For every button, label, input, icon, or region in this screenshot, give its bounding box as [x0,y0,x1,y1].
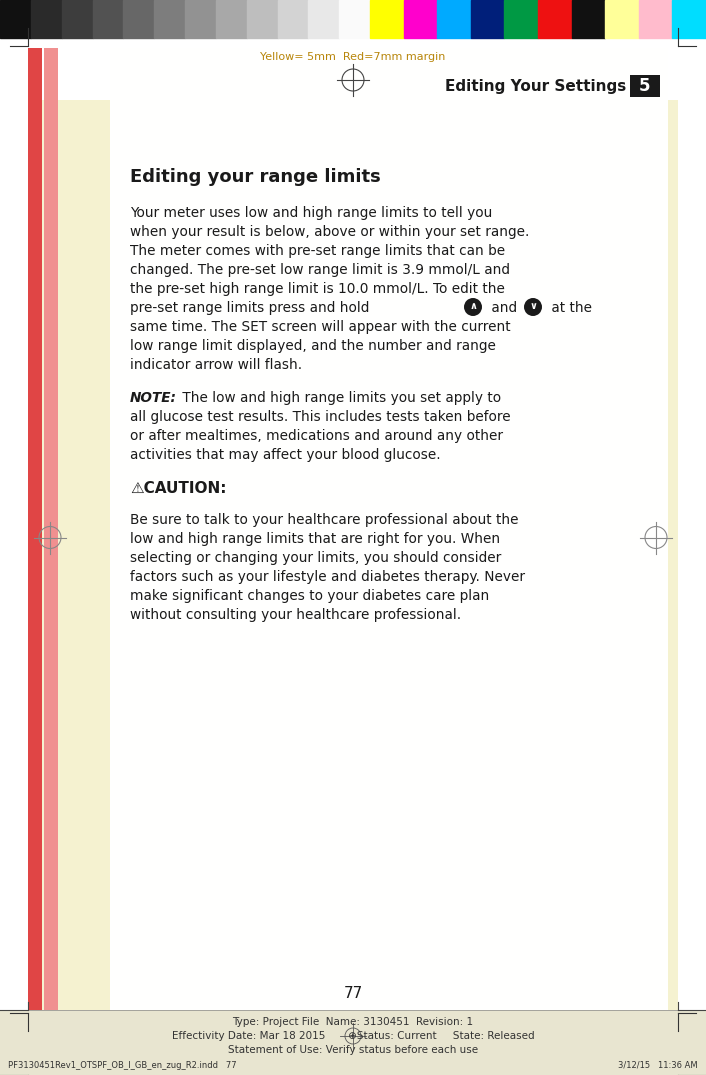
Bar [28,48,42,1013]
Bar [370,0,404,38]
Text: low and high range limits that are right for you. When: low and high range limits that are right… [130,532,500,546]
Bar [309,0,339,38]
Text: without consulting your healthcare professional.: without consulting your healthcare profe… [130,608,461,622]
Text: Type: Project File  Name: 3130451  Revision: 1: Type: Project File Name: 3130451 Revisio… [232,1017,474,1027]
Bar [404,0,437,38]
Text: 5: 5 [639,77,651,95]
Bar [471,0,504,38]
Bar [154,0,185,38]
Text: activities that may affect your blood glucose.: activities that may affect your blood gl… [130,448,441,462]
Text: Be sure to talk to your healthcare professional about the: Be sure to talk to your healthcare profe… [130,513,518,527]
Bar [639,0,672,38]
Circle shape [464,298,482,316]
Text: Editing Your Settings: Editing Your Settings [445,78,626,94]
Bar [185,0,216,38]
Text: or after mealtimes, medications and around any other: or after mealtimes, medications and arou… [130,429,503,443]
Bar [572,0,605,38]
Text: pre-set range limits press and hold: pre-set range limits press and hold [130,301,373,315]
Bar [44,48,58,1013]
Bar [61,0,92,38]
Text: 3/12/15   11:36 AM: 3/12/15 11:36 AM [618,1061,698,1070]
Bar [124,0,154,38]
Text: and: and [487,301,522,315]
Text: selecting or changing your limits, you should consider: selecting or changing your limits, you s… [130,551,501,565]
Circle shape [524,298,542,316]
Text: Statement of Use: Verify status before each use: Statement of Use: Verify status before e… [228,1045,478,1055]
Text: ∨: ∨ [529,301,537,311]
Bar [339,0,370,38]
Bar [538,0,572,38]
Text: make significant changes to your diabetes care plan: make significant changes to your diabete… [130,589,489,603]
Text: PF3130451Rev1_OTSPF_OB_I_GB_en_zug_R2.indd   77: PF3130451Rev1_OTSPF_OB_I_GB_en_zug_R2.in… [8,1061,237,1070]
Bar [31,0,61,38]
Text: the pre-set high range limit is 10.0 mmol/L. To edit the: the pre-set high range limit is 10.0 mmo… [130,282,505,296]
Text: low range limit displayed, and the number and range: low range limit displayed, and the numbe… [130,339,496,353]
Text: The meter comes with pre-set range limits that can be: The meter comes with pre-set range limit… [130,244,505,258]
Bar [110,48,668,1013]
Bar [605,0,639,38]
Text: changed. The pre-set low range limit is 3.9 mmol/L and: changed. The pre-set low range limit is … [130,263,510,277]
Bar [437,0,471,38]
Text: same time. The SET screen will appear with the current: same time. The SET screen will appear wi… [130,320,510,334]
Bar [504,0,538,38]
Text: when your result is below, above or within your set range.: when your result is below, above or with… [130,225,530,239]
Text: factors such as your lifestyle and diabetes therapy. Never: factors such as your lifestyle and diabe… [130,570,525,584]
Text: The low and high range limits you set apply to: The low and high range limits you set ap… [178,391,501,405]
Text: Yellow= 5mm  Red=7mm margin: Yellow= 5mm Red=7mm margin [261,52,445,62]
Text: indicator arrow will flash.: indicator arrow will flash. [130,358,302,372]
Bar [672,0,706,38]
Text: Effectivity Date: Mar 18 2015       ⊕Status: Current     State: Released: Effectivity Date: Mar 18 2015 ⊕Status: C… [172,1031,534,1041]
Bar [277,0,309,38]
Bar [0,1010,706,1075]
Bar [246,0,277,38]
Text: NOTE:: NOTE: [130,391,177,405]
Bar [0,0,31,38]
Bar [28,100,678,1013]
Text: 77: 77 [343,986,363,1001]
Text: ∧: ∧ [469,301,477,311]
Text: Your meter uses low and high range limits to tell you: Your meter uses low and high range limit… [130,206,492,220]
Text: at the: at the [547,301,592,315]
Bar [630,75,660,97]
Text: all glucose test results. This includes tests taken before: all glucose test results. This includes … [130,410,510,424]
Bar [92,0,124,38]
Bar [216,0,246,38]
Text: Editing your range limits: Editing your range limits [130,168,381,186]
Text: ⚠CAUTION:: ⚠CAUTION: [130,481,227,496]
